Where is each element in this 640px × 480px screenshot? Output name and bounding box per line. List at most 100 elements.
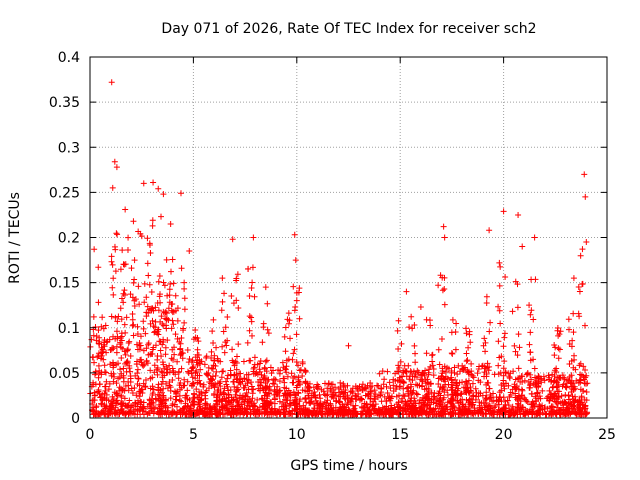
- data-point: [411, 405, 418, 412]
- data-point: [169, 376, 176, 383]
- data-point: [319, 410, 326, 417]
- data-point: [282, 396, 289, 403]
- data-point: [345, 401, 352, 408]
- data-point: [365, 391, 372, 398]
- data-point: [390, 387, 397, 394]
- data-point: [468, 368, 475, 375]
- data-point: [162, 344, 169, 351]
- data-point: [363, 401, 370, 408]
- data-point: [293, 358, 300, 365]
- data-point: [546, 387, 553, 394]
- data-point: [408, 313, 415, 320]
- data-point: [417, 303, 424, 310]
- data-point: [336, 406, 343, 413]
- data-point: [483, 395, 490, 402]
- data-point: [271, 400, 278, 407]
- data-point: [160, 361, 167, 368]
- data-point: [234, 384, 241, 391]
- data-point: [510, 368, 517, 375]
- data-point: [235, 341, 242, 348]
- data-point: [265, 330, 272, 337]
- data-point: [474, 370, 481, 377]
- data-point: [582, 366, 589, 373]
- data-point: [579, 405, 586, 412]
- data-point: [479, 392, 486, 399]
- data-point: [184, 378, 191, 385]
- data-point: [203, 406, 210, 413]
- data-point: [439, 405, 446, 412]
- data-point: [158, 213, 165, 220]
- data-point: [234, 410, 241, 417]
- data-point: [463, 358, 470, 365]
- data-point: [276, 411, 283, 418]
- data-point: [175, 369, 182, 376]
- data-point: [235, 305, 242, 312]
- data-point: [577, 401, 584, 408]
- data-point: [150, 386, 157, 393]
- y-tick-label: 0.3: [58, 140, 80, 156]
- data-point: [208, 375, 215, 382]
- data-point: [347, 388, 354, 395]
- data-point: [563, 384, 570, 391]
- data-point: [467, 387, 474, 394]
- data-point: [526, 408, 533, 415]
- data-point: [260, 324, 267, 331]
- data-point: [573, 410, 580, 417]
- data-point: [515, 211, 522, 218]
- data-point: [497, 263, 504, 270]
- data-point: [560, 381, 567, 388]
- data-point: [517, 378, 524, 385]
- data-point: [447, 406, 454, 413]
- data-point: [113, 164, 120, 171]
- data-point: [259, 384, 266, 391]
- data-point: [299, 360, 306, 367]
- data-point: [101, 368, 108, 375]
- data-point: [95, 362, 102, 369]
- data-point: [98, 352, 105, 359]
- data-point: [118, 316, 125, 323]
- data-point: [148, 407, 155, 414]
- data-point: [140, 380, 147, 387]
- data-point: [425, 366, 432, 373]
- data-point: [282, 366, 289, 373]
- data-point: [521, 377, 528, 384]
- data-point: [412, 371, 419, 378]
- data-point: [127, 368, 134, 375]
- data-point: [555, 374, 562, 381]
- data-point: [262, 365, 269, 372]
- data-point: [579, 281, 586, 288]
- data-point: [119, 403, 126, 410]
- data-point: [224, 314, 231, 321]
- data-point: [358, 395, 365, 402]
- data-point: [283, 363, 290, 370]
- data-point: [112, 314, 119, 321]
- data-point: [181, 295, 188, 302]
- data-point: [265, 400, 272, 407]
- data-point: [244, 339, 251, 346]
- data-point: [90, 313, 97, 320]
- data-point: [502, 369, 509, 376]
- data-point: [159, 369, 166, 376]
- data-point: [149, 374, 156, 381]
- data-point: [134, 366, 141, 373]
- data-point: [189, 374, 196, 381]
- data-point: [422, 376, 429, 383]
- data-point: [368, 383, 375, 390]
- data-point: [417, 405, 424, 412]
- data-point: [427, 404, 434, 411]
- data-point: [177, 190, 184, 197]
- data-point: [566, 396, 573, 403]
- data-point: [177, 386, 184, 393]
- data-point: [164, 337, 171, 344]
- data-point: [369, 398, 376, 405]
- data-point: [500, 208, 507, 215]
- data-point: [513, 383, 520, 390]
- data-point: [281, 333, 288, 340]
- data-point: [262, 358, 269, 365]
- data-point: [166, 292, 173, 299]
- data-point: [548, 378, 555, 385]
- data-point: [527, 311, 534, 318]
- data-point: [268, 370, 275, 377]
- data-point: [452, 346, 459, 353]
- data-point: [191, 401, 198, 408]
